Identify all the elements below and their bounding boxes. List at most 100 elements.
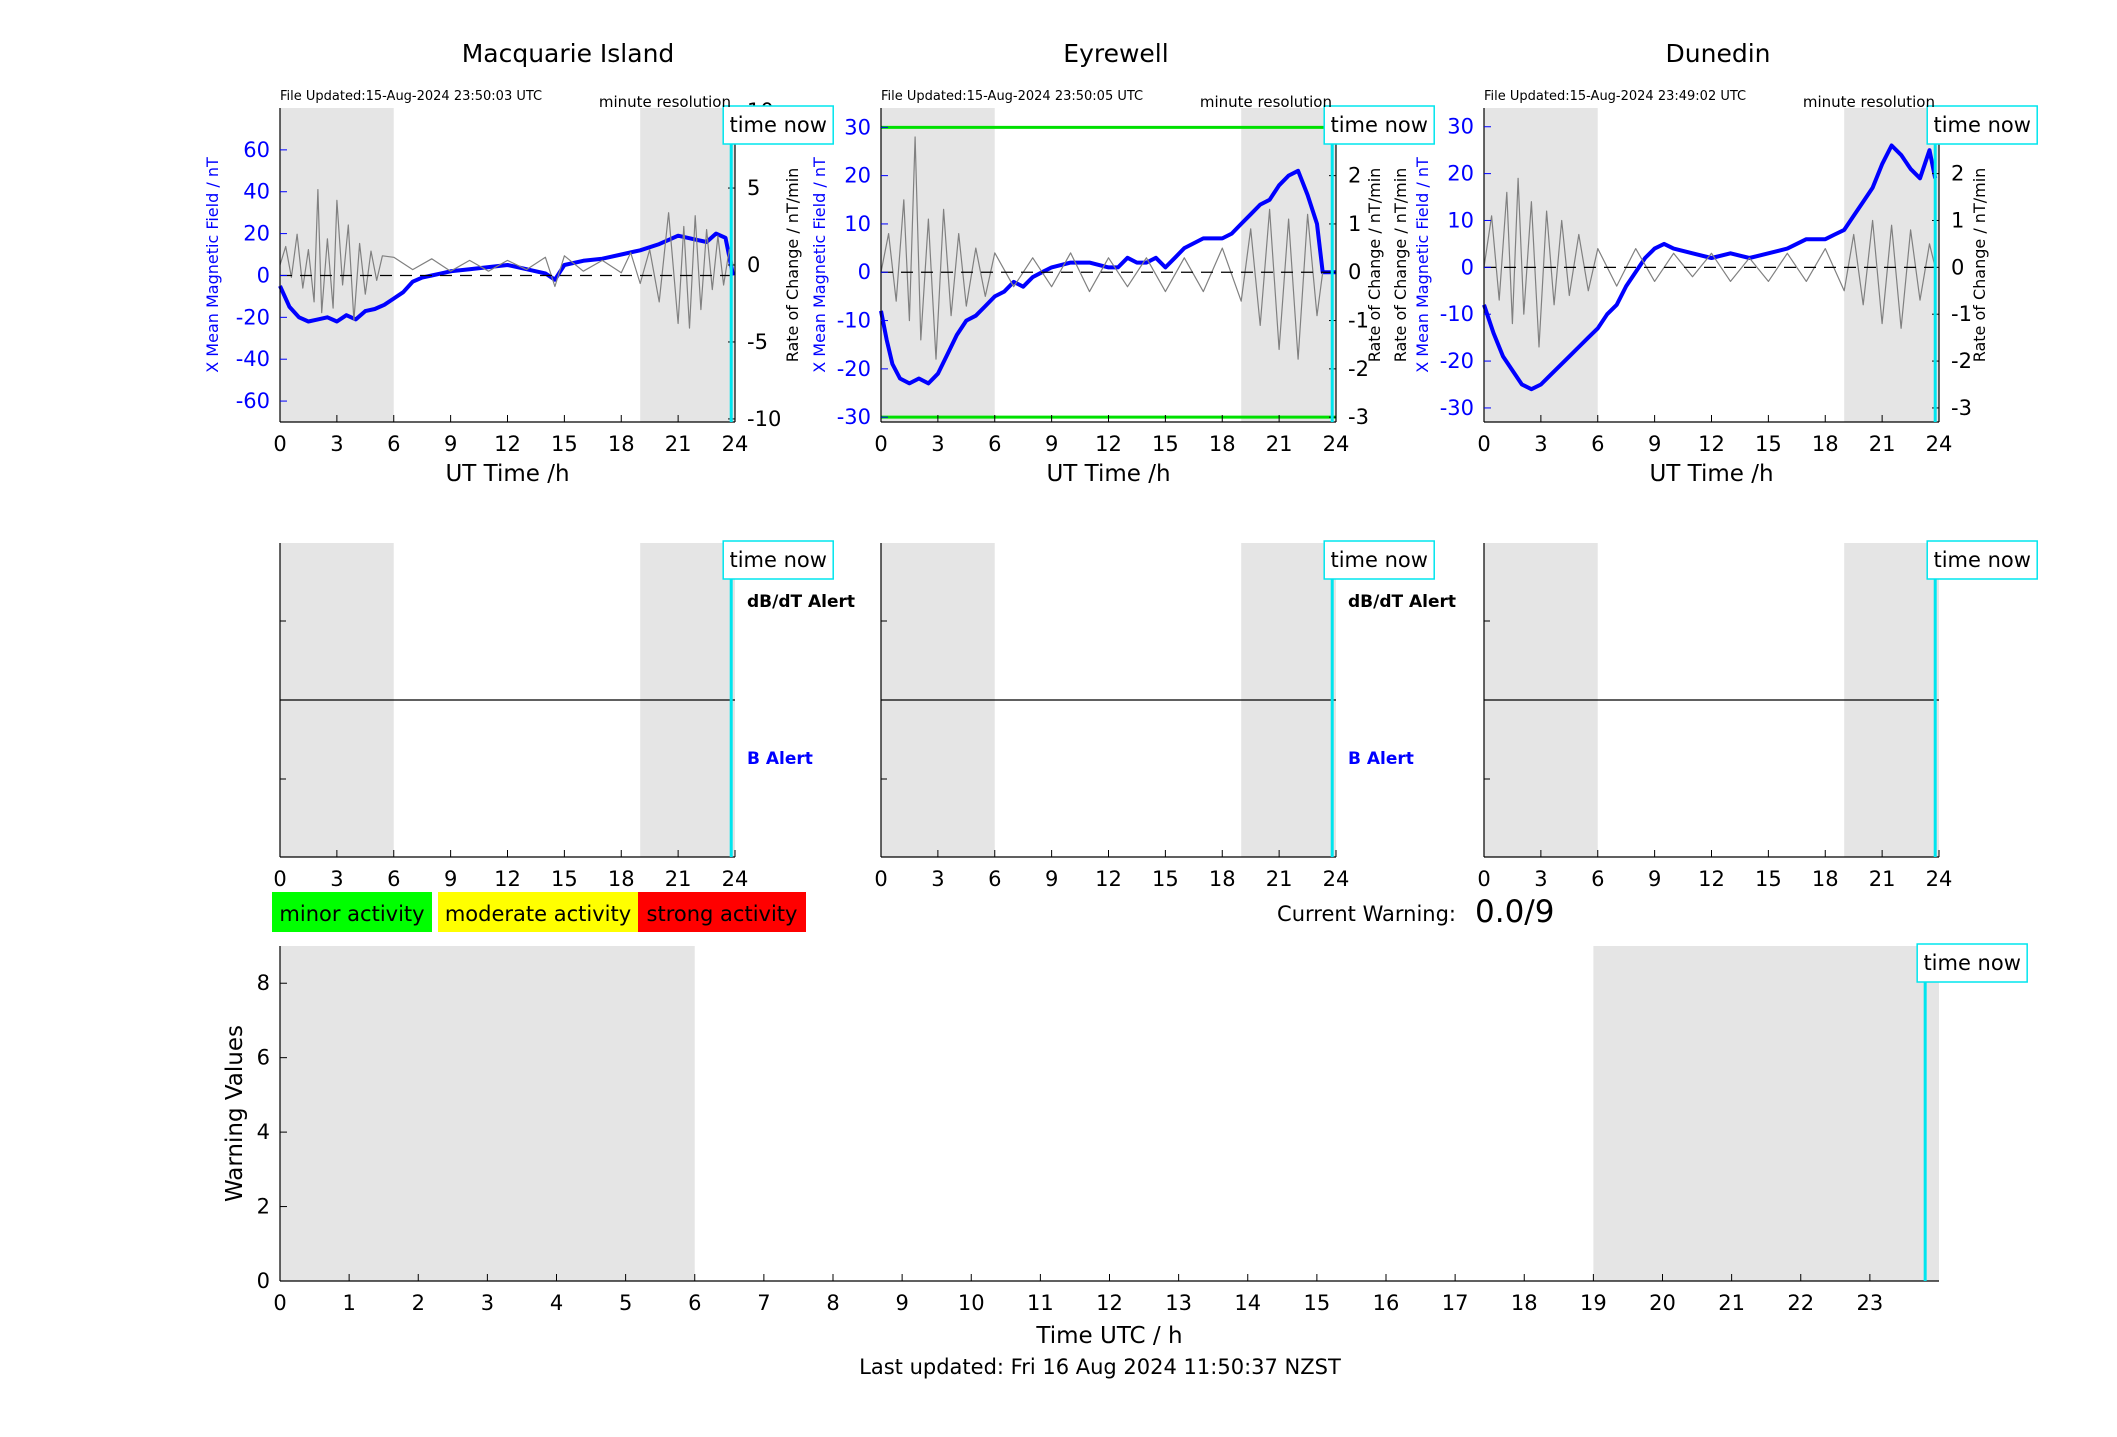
x-tick-label: 9 (1045, 432, 1058, 456)
x-tick-label: 21 (1266, 432, 1293, 456)
y-tick-label: 0 (257, 263, 270, 287)
magnetic-field-series (879, 168, 1336, 386)
x-tick-label: 14 (1234, 1291, 1261, 1315)
x-tick-label: 4 (550, 1291, 563, 1315)
x-tick-label: 10 (958, 1291, 985, 1315)
x-tick-label: 18 (608, 867, 635, 891)
x-tick-label: 3 (931, 867, 944, 891)
x-tick-label: 3 (1534, 867, 1547, 891)
chart-panel-4: dB/dT Alert B Alert 0 3 6 9 12 15 18 21 24 time now (273, 540, 855, 891)
x-tick-label: 6 (1591, 867, 1604, 891)
y-tick-label: -10 (837, 309, 871, 333)
x-tick-label: 12 (1698, 432, 1725, 456)
x-axis-label: UT Time /h (1046, 461, 1170, 487)
magnetic-field-series (1482, 143, 1938, 392)
y-tick-label: -30 (837, 405, 871, 429)
rate-of-change-series (880, 136, 1324, 360)
legend-label-moderate: moderate activity (445, 902, 631, 926)
dbdt-alert-label: dB/dT Alert (1348, 592, 1456, 612)
x-tick-label: 21 (1718, 1291, 1745, 1315)
night-shading-2 (640, 108, 735, 422)
chart-title: Dunedin (1666, 39, 1771, 68)
time-now-tag (1926, 540, 2038, 580)
x-tick-label: 3 (481, 1291, 494, 1315)
time-now-tag (1916, 943, 2028, 983)
x-tick-label: 18 (1209, 432, 1236, 456)
x-tick-label: 11 (1027, 1291, 1054, 1315)
night-shading-2 (1593, 946, 1939, 1281)
x-axis-label: Time UTC / h (1035, 1323, 1182, 1349)
night-shading-1 (1484, 108, 1598, 422)
legend-swatch-minor (272, 892, 432, 932)
y-tick-label: 20 (243, 222, 270, 246)
x-tick-label: 9 (1648, 432, 1661, 456)
x-tick-label: 1 (342, 1291, 355, 1315)
x-tick-label: 21 (1869, 432, 1896, 456)
x-tick-label: 24 (722, 867, 749, 891)
x-tick-label: 15 (551, 432, 578, 456)
y-tick-label: -30 (1440, 396, 1474, 420)
resolution-label: minute resolution (1803, 93, 1935, 111)
x-tick-label: 9 (444, 867, 457, 891)
x-axis-label: UT Time /h (445, 461, 569, 487)
night-shading-2 (1844, 108, 1939, 422)
rate-axis-label-left: Rate of Change / nT/min (1391, 168, 1410, 363)
x-tick-label: 5 (619, 1291, 632, 1315)
y2-tick-label: 2 (1348, 164, 1361, 188)
x-tick-label: 0 (273, 432, 286, 456)
chart-title: Macquarie Island (462, 39, 675, 68)
x-tick-label: 19 (1580, 1291, 1607, 1315)
chart-title: Eyrewell (1063, 39, 1168, 68)
x-tick-label: 0 (1477, 432, 1490, 456)
y2-tick-label: -10 (747, 407, 781, 431)
y-tick-label: 0 (257, 1269, 270, 1293)
x-tick-label: 0 (273, 1291, 286, 1315)
last-updated: Last updated: Fri 16 Aug 2024 11:50:37 N… (859, 1355, 1341, 1379)
y2-tick-label: -5 (747, 330, 768, 354)
x-tick-label: 6 (988, 432, 1001, 456)
y2-tick-label: 1 (1951, 208, 1964, 232)
x-tick-label: 9 (1648, 867, 1661, 891)
file-updated: File Updated:15-Aug-2024 23:50:05 UTC (881, 89, 1143, 104)
x-tick-label: 17 (1442, 1291, 1469, 1315)
y-tick-label: 4 (257, 1120, 270, 1144)
x-tick-label: 18 (1812, 432, 1839, 456)
y2-tick-label: -3 (1348, 405, 1369, 429)
x-tick-label: 15 (1755, 432, 1782, 456)
x-tick-label: 15 (551, 867, 578, 891)
y-tick-label: 10 (1447, 208, 1474, 232)
x-tick-label: 9 (895, 1291, 908, 1315)
x-tick-label: 6 (688, 1291, 701, 1315)
y-axis-label: Warning Values (222, 1025, 248, 1202)
y2-tick-label: -2 (1951, 349, 1972, 373)
dbdt-alert-label: dB/dT Alert (747, 592, 855, 612)
legend-swatch-strong (638, 892, 806, 932)
y-tick-label: 40 (243, 180, 270, 204)
rate-of-change-series (1483, 177, 1936, 348)
x-tick-label: 21 (665, 432, 692, 456)
x-tick-label: 0 (874, 867, 887, 891)
night-shading-1 (280, 108, 394, 422)
legend-label-strong: strong activity (647, 902, 798, 926)
x-tick-label: 6 (988, 867, 1001, 891)
current-warning-value: 0.0/9 (1475, 894, 1554, 930)
y2-tick-label: 0 (1951, 255, 1964, 279)
time-now-tag (1323, 540, 1435, 580)
rate-of-change-series (279, 189, 734, 329)
x-tick-label: 15 (1755, 867, 1782, 891)
time-now-label: time now (729, 113, 826, 137)
x-tick-label: 7 (757, 1291, 770, 1315)
magnetic-field-series (278, 231, 736, 324)
current-warning-label: Current Warning: (1277, 902, 1456, 926)
x-tick-label: 0 (874, 432, 887, 456)
time-now-label: time now (729, 548, 826, 572)
rate-axis-label-left: Rate of Change / nT/min (783, 168, 802, 363)
y-axis-label: X Mean Magnetic Field / nT (1413, 157, 1432, 373)
x-tick-label: 0 (273, 867, 286, 891)
y-tick-label: -20 (837, 357, 871, 381)
y-tick-label: -10 (1440, 302, 1474, 326)
y-tick-label: 2 (257, 1195, 270, 1219)
x-tick-label: 15 (1152, 432, 1179, 456)
x-tick-label: 18 (608, 432, 635, 456)
